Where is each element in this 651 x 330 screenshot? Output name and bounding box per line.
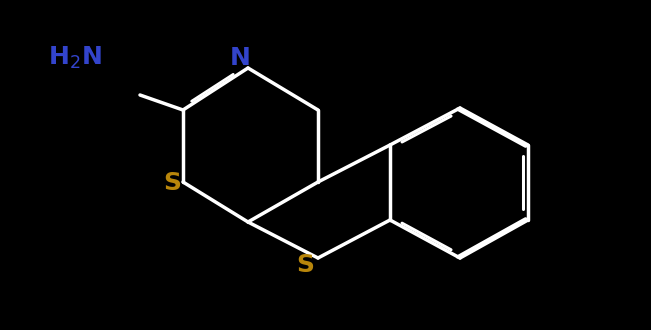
Text: N: N bbox=[230, 46, 251, 70]
Text: S: S bbox=[163, 171, 181, 195]
Text: S: S bbox=[296, 253, 314, 277]
Text: H$_2$N: H$_2$N bbox=[48, 45, 102, 71]
